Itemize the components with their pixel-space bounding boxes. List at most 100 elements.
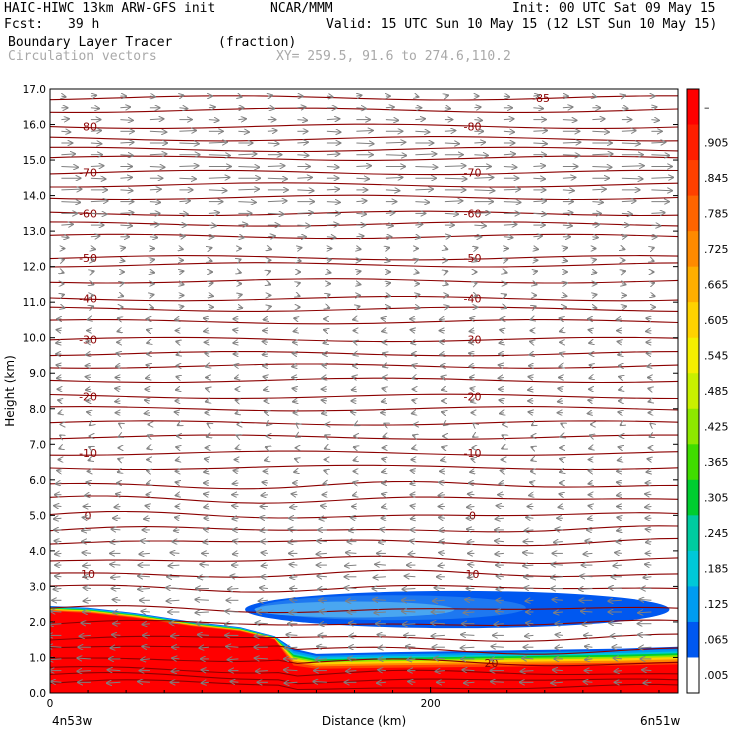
wind-vector [499,400,504,401]
wind-vector [85,495,91,496]
wind-vector [618,460,622,461]
contour-line [50,155,678,161]
wind-vector [583,553,593,554]
wind-vector [383,353,386,354]
wind-vector [585,541,593,542]
contour-label: -40 [463,293,481,306]
colorbar-label: .605 [704,314,729,327]
wind-vector [502,448,504,449]
wind-vector [179,271,183,272]
wind-vector [238,272,240,273]
wind-vector [316,659,327,660]
wind-vector [290,577,298,578]
wind-vector [559,494,563,495]
wind-vector [643,577,652,578]
wind-vector [176,342,179,343]
wind-vector [267,166,285,167]
wind-vector [553,600,563,601]
wind-vector [56,342,61,343]
wind-vector [263,342,268,343]
wind-vector [474,295,476,296]
wind-vector [353,482,356,483]
wind-vector [645,507,652,508]
wind-vector [642,670,652,671]
wind-vector [490,659,504,660]
wind-vector [260,517,268,518]
wind-vector [474,107,480,108]
wind-vector [113,612,121,613]
wind-vector [118,331,121,332]
wind-vector [204,471,209,472]
colorbar-label: .665 [704,278,729,291]
wind-vector [139,553,150,554]
wind-vector [650,424,651,425]
wind-vector [562,120,577,121]
wind-vector [504,295,506,296]
wind-vector [205,459,209,460]
wind-vector [353,319,356,320]
wind-vector [147,448,150,449]
wind-vector [412,365,415,366]
wind-vector [61,119,69,120]
wind-vector [469,353,474,354]
wind-vector [149,189,161,190]
wind-vector [233,553,239,554]
wind-vector [228,589,239,590]
wind-vector [204,494,209,495]
wind-vector [149,131,166,132]
wind-vector [533,95,539,96]
wind-vector [176,460,180,461]
colorbar-label: .305 [704,492,729,505]
contour-line [50,406,678,412]
colorbar-swatch [687,373,699,410]
wind-vector [325,435,327,436]
contour-line [50,584,678,593]
contour-line [50,169,678,176]
wind-vector [556,635,563,636]
wind-vector [147,471,150,472]
wind-vector [141,541,150,542]
wind-vector [560,353,563,354]
wind-vector [503,237,513,238]
wind-vector [617,482,622,483]
wind-vector [411,330,416,331]
wind-vector [198,577,209,578]
wind-vector [179,249,182,250]
wind-vector [592,131,609,132]
wind-vector [61,96,65,97]
wind-vector [411,506,416,507]
wind-vector [444,424,445,425]
contour-line [50,393,678,400]
wind-vector [144,518,150,519]
wind-vector [411,518,416,519]
wind-vector [120,260,124,261]
wind-vector [474,177,493,178]
wind-vector [238,224,247,225]
wind-vector [208,190,227,191]
y-tick-label: 10.0 [23,333,46,345]
y-tick-label: 9.0 [29,368,46,380]
wind-vector [238,237,243,238]
colorbar-swatch [687,444,699,481]
wind-vector [470,388,474,389]
wind-vector [442,412,445,413]
wind-vector [386,260,390,261]
wind-vector [170,623,180,624]
wind-vector [377,682,386,683]
wind-vector [196,612,209,613]
wind-vector [464,682,475,683]
wind-vector [208,225,216,226]
wind-vector [651,142,665,143]
wind-vector [111,577,121,578]
wind-vector [533,143,546,144]
wind-vector [442,389,445,390]
wind-vector [651,120,658,121]
wind-vector [588,400,592,401]
wind-vector [326,202,340,203]
wind-vector [441,377,445,378]
wind-vector [590,365,593,366]
wind-vector [179,95,183,96]
wind-vector [651,225,660,226]
wind-vector [117,353,121,354]
wind-vector [646,529,652,530]
